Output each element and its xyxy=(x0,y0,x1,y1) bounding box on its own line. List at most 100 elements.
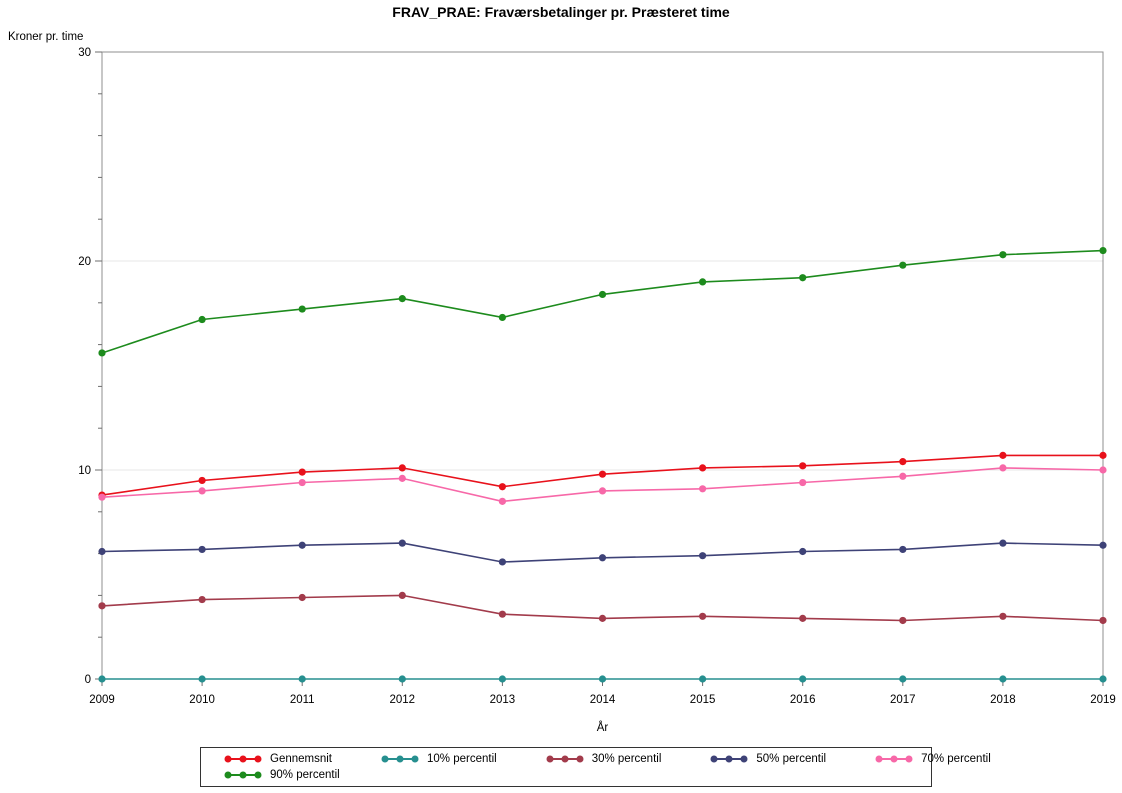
x-tick-label: 2010 xyxy=(189,694,215,706)
data-point-90-percentil xyxy=(999,251,1007,259)
legend-item-label: 30% percentil xyxy=(591,753,662,765)
data-point-50-percentil xyxy=(899,545,907,554)
data-point-gennemsnit xyxy=(598,470,607,478)
data-point-30-percentil xyxy=(999,612,1007,620)
x-tick-label: 2019 xyxy=(1090,694,1116,706)
data-point-gennemsnit xyxy=(498,483,506,491)
legend-item: Gennemsnit xyxy=(223,751,332,767)
legend-item-label: Gennemsnit xyxy=(270,753,333,765)
data-point-10-percentil xyxy=(699,675,707,683)
legend-item: 30% percentil xyxy=(545,751,662,767)
data-point-30-percentil xyxy=(198,595,206,604)
legend-marker-icon xyxy=(875,755,913,763)
data-point-50-percentil xyxy=(98,547,106,556)
data-point-90-percentil xyxy=(298,305,306,313)
chart-legend: Gennemsnit 10% percentil 30% percentil 50% … xyxy=(200,747,991,787)
data-point-50-percentil xyxy=(298,541,306,549)
legend-marker-icon xyxy=(381,755,419,763)
data-point-70-percentil xyxy=(198,487,206,495)
x-tick-label: 2015 xyxy=(690,694,716,706)
data-point-30-percentil xyxy=(498,610,506,618)
legend-row: 90% percentil xyxy=(223,767,923,783)
data-point-70-percentil xyxy=(98,493,106,501)
x-axis-title: År xyxy=(597,721,609,734)
y-tick-label: 30 xyxy=(78,47,91,59)
data-point-50-percentil xyxy=(1099,541,1107,549)
legend-row: Gennemsnit 10% percentil 30% percentil 50% … xyxy=(223,751,991,767)
data-point-90-percentil xyxy=(198,315,206,324)
data-point-30-percentil xyxy=(899,616,907,625)
x-tick-label: 2009 xyxy=(89,694,115,706)
legend-item: 90% percentil xyxy=(223,767,340,783)
legend-item: 70% percentil xyxy=(874,751,991,767)
x-tick-label: 2012 xyxy=(390,694,416,706)
data-point-90-percentil xyxy=(98,349,106,357)
chart-title: FRAV_PRAE: Fraværsbetalinger pr. Præster… xyxy=(392,4,730,20)
data-point-10-percentil xyxy=(598,675,607,683)
legend-item: 10% percentil xyxy=(380,751,497,767)
data-point-gennemsnit xyxy=(1099,451,1107,459)
data-point-50-percentil xyxy=(799,547,807,556)
legend-item-label: 50% percentil xyxy=(756,753,827,765)
data-point-30-percentil xyxy=(398,591,406,600)
data-point-gennemsnit xyxy=(899,458,907,466)
legend-item-label: 90% percentil xyxy=(270,769,340,781)
data-point-90-percentil xyxy=(498,313,506,322)
data-point-70-percentil xyxy=(999,464,1007,472)
data-point-gennemsnit xyxy=(398,464,406,472)
data-point-10-percentil xyxy=(899,675,907,683)
x-tick-label: 2013 xyxy=(490,694,516,706)
data-point-10-percentil xyxy=(1099,675,1107,683)
x-tick-label: 2016 xyxy=(790,694,816,706)
data-point-50-percentil xyxy=(598,554,607,562)
x-tick-label: 2014 xyxy=(590,694,616,706)
data-point-10-percentil xyxy=(398,675,406,683)
legend-marker-icon xyxy=(546,755,584,763)
legend-marker-icon xyxy=(710,755,748,763)
data-point-10-percentil xyxy=(799,675,807,683)
line-chart-plot: 0 10 20 30 2009 2010 2011 2012 2013 2014 2015 2016 2… xyxy=(78,47,1116,734)
data-point-70-percentil xyxy=(498,497,506,505)
data-point-70-percentil xyxy=(899,472,907,480)
legend-item-label: 70% percentil xyxy=(921,753,991,765)
data-point-10-percentil xyxy=(98,675,106,683)
data-point-90-percentil xyxy=(899,261,907,269)
data-point-10-percentil xyxy=(498,675,506,683)
x-tick-label: 2017 xyxy=(890,694,916,706)
data-point-50-percentil xyxy=(999,539,1007,547)
data-point-90-percentil xyxy=(1099,246,1107,255)
data-point-90-percentil xyxy=(598,290,607,299)
data-point-gennemsnit xyxy=(999,451,1007,459)
data-point-30-percentil xyxy=(699,612,707,620)
data-point-gennemsnit xyxy=(298,468,306,476)
y-tick-label: 10 xyxy=(78,465,91,477)
data-point-gennemsnit xyxy=(799,462,807,470)
data-point-gennemsnit xyxy=(198,476,206,485)
data-point-10-percentil xyxy=(198,675,206,683)
y-tick-label: 0 xyxy=(85,674,91,686)
plot-frame xyxy=(101,51,1104,680)
data-point-70-percentil xyxy=(598,487,607,495)
data-point-90-percentil xyxy=(799,274,807,282)
data-point-70-percentil xyxy=(298,478,306,487)
data-point-50-percentil xyxy=(699,552,707,560)
data-point-70-percentil xyxy=(398,474,406,482)
data-point-10-percentil xyxy=(298,675,306,683)
data-point-50-percentil xyxy=(398,539,406,547)
legend-item-label: 10% percentil xyxy=(427,753,497,765)
y-tick-label: 20 xyxy=(78,256,91,268)
data-point-30-percentil xyxy=(298,593,306,602)
data-point-70-percentil xyxy=(1099,466,1107,474)
data-point-30-percentil xyxy=(598,614,607,622)
data-point-10-percentil xyxy=(999,675,1007,683)
data-point-50-percentil xyxy=(498,558,506,566)
data-point-gennemsnit xyxy=(699,464,707,472)
data-point-50-percentil xyxy=(198,545,206,554)
data-point-30-percentil xyxy=(1099,616,1107,625)
x-tick-label: 2011 xyxy=(290,694,315,706)
data-point-30-percentil xyxy=(98,602,106,610)
x-tick-label: 2018 xyxy=(990,694,1016,706)
legend-marker-icon xyxy=(224,771,262,779)
data-point-70-percentil xyxy=(699,485,707,493)
